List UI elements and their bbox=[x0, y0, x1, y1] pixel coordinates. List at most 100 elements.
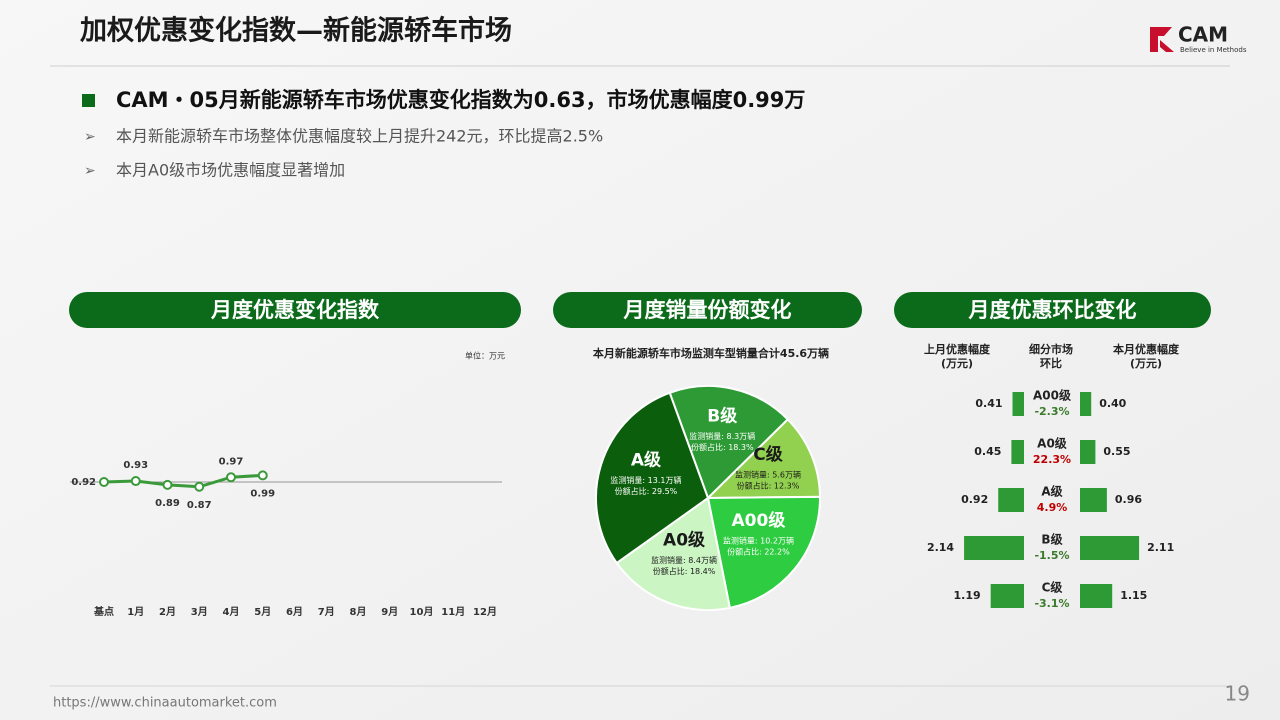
bar-previous bbox=[990, 584, 1024, 608]
page-title: 加权优惠变化指数—新能源轿车市场 bbox=[80, 15, 512, 47]
bar-previous bbox=[998, 488, 1024, 512]
x-tick-label: 4月 bbox=[223, 606, 240, 618]
slice-sales: 监测销量: 8.3万辆 bbox=[689, 431, 755, 441]
bar-previous bbox=[1012, 392, 1024, 416]
unit-note: 单位：万元 bbox=[465, 351, 505, 361]
section-title: 月度优惠变化指数 bbox=[210, 298, 380, 322]
section-banner bbox=[553, 292, 862, 328]
value-label: 0.41 bbox=[975, 397, 1002, 410]
x-tick-label: 5月 bbox=[254, 606, 271, 618]
bullet-square bbox=[82, 94, 95, 107]
slice-name: B级 bbox=[707, 406, 737, 427]
value-label: 0.99 bbox=[250, 488, 275, 499]
x-tick-label: 基点 bbox=[93, 605, 114, 618]
pie-slice bbox=[668, 385, 790, 500]
segment-name: A00级 bbox=[1033, 388, 1071, 403]
point bbox=[162, 479, 173, 490]
bar-current bbox=[1080, 584, 1113, 608]
x-tick-label: 3月 bbox=[191, 606, 208, 618]
column-header: 上月优惠幅度 bbox=[924, 342, 991, 356]
value-label: 0.93 bbox=[123, 460, 148, 471]
value-label: 0.96 bbox=[1115, 493, 1142, 506]
change-label: 4.9% bbox=[1037, 501, 1068, 514]
x-tick-label: 8月 bbox=[350, 606, 367, 618]
slice-name: A级 bbox=[631, 450, 661, 471]
change-label: 22.3% bbox=[1033, 453, 1071, 466]
change-label: -2.3% bbox=[1034, 405, 1069, 418]
pie-slice bbox=[595, 391, 710, 565]
pie-slice bbox=[706, 495, 821, 610]
value-label: 2.11 bbox=[1147, 541, 1174, 554]
value-label: 0.40 bbox=[1099, 397, 1126, 410]
point bbox=[99, 477, 109, 487]
value-label: 1.19 bbox=[954, 589, 981, 602]
x-tick-label: 9月 bbox=[381, 606, 398, 618]
slice-name: A0级 bbox=[663, 529, 705, 550]
value-label: 0.45 bbox=[974, 445, 1001, 458]
arrow-bullet: ➢ bbox=[84, 129, 96, 145]
value-label: 0.89 bbox=[155, 498, 180, 509]
arrow-bullet: ➢ bbox=[84, 163, 96, 179]
slice-share: 份额占比: 22.2% bbox=[727, 546, 790, 556]
main-bullet: CAM・05月新能源轿车市场优惠变化指数为0.63，市场优惠幅度0.99万 bbox=[116, 88, 805, 112]
sub-bullet: 本月A0级市场优惠幅度显著增加 bbox=[116, 161, 345, 180]
value-label: 0.97 bbox=[219, 456, 244, 467]
x-tick-label: 2月 bbox=[159, 606, 176, 618]
segment-name: B级 bbox=[1041, 532, 1062, 547]
slice-share: 份额占比: 12.3% bbox=[737, 481, 800, 491]
value-label: 2.14 bbox=[927, 541, 954, 554]
value-label: 0.87 bbox=[187, 500, 212, 511]
logo-text: CAM bbox=[1178, 23, 1228, 47]
column-header: 环比 bbox=[1040, 356, 1062, 370]
point bbox=[194, 481, 205, 492]
slice-sales: 监测销量: 8.4万辆 bbox=[651, 555, 717, 565]
segment-name: A级 bbox=[1041, 484, 1062, 499]
index-line bbox=[103, 473, 263, 489]
x-tick-label: 1月 bbox=[127, 606, 144, 618]
bar-current bbox=[1080, 536, 1140, 560]
slice-name: C级 bbox=[753, 444, 782, 465]
point bbox=[226, 472, 236, 483]
change-label: -1.5% bbox=[1034, 549, 1069, 562]
logo-icon bbox=[1150, 27, 1174, 52]
column-header: 细分市场 bbox=[1029, 342, 1073, 356]
bar-previous bbox=[1011, 440, 1024, 464]
value-label: 0.92 bbox=[961, 493, 988, 506]
slice-share: 份额占比: 18.4% bbox=[653, 566, 716, 576]
slice-sales: 监测销量: 13.1万辆 bbox=[610, 475, 681, 485]
pie-slice bbox=[615, 496, 732, 611]
bar-current bbox=[1080, 488, 1107, 512]
column-header: (万元) bbox=[1130, 357, 1162, 370]
logo-tagline: Believe in Methods bbox=[1180, 46, 1247, 54]
x-tick-label: 6月 bbox=[286, 606, 303, 618]
slice-sales: 监测销量: 5.6万辆 bbox=[735, 470, 801, 480]
segment-name: A0级 bbox=[1037, 436, 1067, 451]
section-banner bbox=[69, 292, 521, 328]
pie-subtitle: 本月新能源轿车市场监测车型销量合计45.6万辆 bbox=[593, 346, 829, 360]
x-tick-label: 7月 bbox=[318, 606, 335, 618]
x-tick-label: 10月 bbox=[410, 606, 434, 618]
section-title: 月度优惠环比变化 bbox=[968, 298, 1137, 322]
point bbox=[257, 470, 268, 481]
bar-current bbox=[1080, 392, 1092, 416]
value-label: 1.15 bbox=[1120, 589, 1147, 602]
section-title: 月度销量份额变化 bbox=[623, 298, 792, 322]
page-number: 19 bbox=[1225, 682, 1250, 706]
footer-url: https://www.chinaautomarket.com bbox=[53, 696, 277, 711]
slice-share: 份额占比: 18.3% bbox=[691, 442, 754, 452]
column-header: 本月优惠幅度 bbox=[1113, 342, 1180, 356]
change-label: -3.1% bbox=[1034, 597, 1069, 610]
bar-current bbox=[1080, 440, 1096, 464]
bar-previous bbox=[964, 536, 1024, 560]
value-label: 0.55 bbox=[1103, 445, 1130, 458]
section-banner bbox=[894, 292, 1211, 328]
column-header: (万元) bbox=[941, 357, 973, 370]
x-tick-label: 11月 bbox=[441, 606, 465, 618]
segment-name: C级 bbox=[1042, 580, 1063, 595]
point bbox=[130, 476, 141, 487]
value-label: 0.92 bbox=[71, 477, 96, 488]
sub-bullet: 本月新能源轿车市场整体优惠幅度较上月提升242元，环比提高2.5% bbox=[116, 127, 603, 146]
